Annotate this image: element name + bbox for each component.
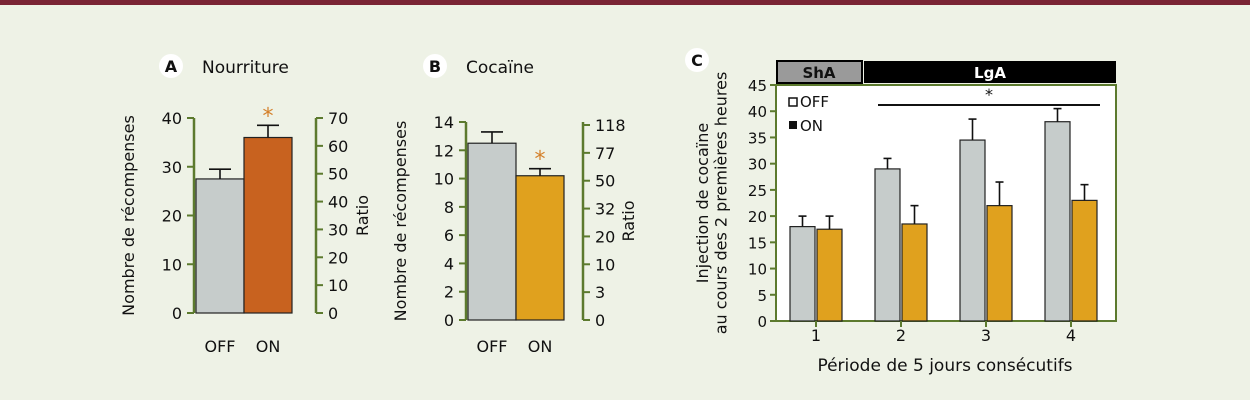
panel-c-x-tick-label-3: 3 <box>981 326 991 345</box>
panel-c-legend-swatch-on <box>789 121 797 129</box>
panel-b-y-tick-label: 8 <box>444 198 454 217</box>
panel-c-bar-off-2 <box>874 168 901 322</box>
panel-b-y2-tick-label: 50 <box>595 172 615 191</box>
panel-c-header-lga-label: LgA <box>974 64 1006 82</box>
panel-c-y-tick-label: 20 <box>748 208 767 226</box>
panel-b-y-tick-label: 10 <box>434 170 454 189</box>
panel-a-y-axis-title: Nombre de récompenses <box>119 115 138 316</box>
panel-a-y2-tick-label: 40 <box>328 193 348 212</box>
panel-a-y2-tick-label: 50 <box>328 165 348 184</box>
panel-a-significance-asterisk: * <box>263 104 274 129</box>
panel-a-x-label-on: ON <box>256 337 281 356</box>
panel-a-y2-axis-title: Ratio <box>353 195 372 236</box>
panel-c-y-tick-label: 15 <box>748 234 767 252</box>
panel-c-y-tick-label: 10 <box>748 261 767 279</box>
panel-a-y2-tick-label: 20 <box>328 248 348 267</box>
top-rule <box>0 0 1250 5</box>
panel-c-bar-off-3 <box>959 139 986 322</box>
panel-c-x-tick-label-1: 1 <box>811 326 821 345</box>
panel-c-y-tick-label: 25 <box>748 182 767 200</box>
panel-c-y-tick-label: 35 <box>748 129 767 147</box>
panel-a-y2-tick-label: 30 <box>328 220 348 239</box>
panel-a-y-tick-label: 10 <box>162 255 182 274</box>
panel-c-bar-on-1 <box>816 228 843 322</box>
panel-c-bar-off-4 <box>1044 121 1071 322</box>
panel-b-y-tick-label: 4 <box>444 254 454 273</box>
panel-a-y-tick-label: 40 <box>162 109 182 128</box>
panel-b-y-tick-label: 12 <box>434 141 454 160</box>
panel-c-x-tick-label-4: 4 <box>1066 326 1076 345</box>
panel-c-y-tick-label: 0 <box>757 313 767 331</box>
panel-b-badge <box>423 54 447 78</box>
panel-b-x-label-off: OFF <box>477 337 508 356</box>
panel-c-y-tick-label: 45 <box>748 77 767 95</box>
panel-c-bar-on-4 <box>1071 199 1098 322</box>
panel-c-header-sha <box>776 60 863 84</box>
panel-c-header-sha-label: ShA <box>802 64 835 82</box>
panel-b-y2-tick-label: 10 <box>595 255 615 274</box>
panel-b-x-label-on: ON <box>528 337 553 356</box>
panel-c-header-lga <box>864 61 1116 83</box>
panel-a-bar-on <box>243 136 293 314</box>
panel-b-bar-on <box>515 175 565 321</box>
panel-b-y-tick-label: 6 <box>444 226 454 245</box>
panel-b-y-tick-label: 0 <box>444 311 454 330</box>
panel-c-bar-on-2 <box>901 223 928 322</box>
panel-b-label: B <box>429 57 441 76</box>
panel-a-title: Nourriture <box>202 58 289 78</box>
panel-c-y-tick-label: 5 <box>757 287 767 305</box>
panel-b-y2-tick-label: 118 <box>595 116 626 135</box>
panel-c-x-axis-title: Période de 5 jours consécutifs <box>817 356 1072 376</box>
panel-a-y2-tick-label: 0 <box>328 304 338 323</box>
panel-c-legend-label-off: OFF <box>800 93 829 111</box>
panel-a-x-label-off: OFF <box>205 337 236 356</box>
panel-b-y-tick-label: 2 <box>444 283 454 302</box>
panel-c-significance-asterisk: * <box>985 85 993 104</box>
panel-c-label: C <box>691 51 703 70</box>
panel-b-y2-tick-label: 32 <box>595 200 615 219</box>
panel-c-bar-on-3 <box>986 205 1013 322</box>
panel-b-y2-axis-title: Ratio <box>619 200 638 241</box>
panel-b-y2-tick-label: 0 <box>595 311 605 330</box>
panel-a-y2-tick-label: 60 <box>328 137 348 156</box>
panel-b-y2-tick-label: 20 <box>595 227 615 246</box>
panel-c-legend-label-on: ON <box>800 117 823 135</box>
panel-c-y-axis-title: Injection de cocaïneau cours des 2 premi… <box>693 72 730 335</box>
panel-a-y-tick-label: 30 <box>162 158 182 177</box>
panel-a-y2-tick-label: 10 <box>328 276 348 295</box>
panel-c-y-tick-label: 40 <box>748 103 767 121</box>
panel-a-y2-tick-label: 70 <box>328 109 348 128</box>
panel-a-bar-off <box>195 178 245 314</box>
panel-b-y2-tick-label: 77 <box>595 144 615 163</box>
panel-c-legend-swatch-off <box>788 97 798 107</box>
panel-b-bar-off <box>467 142 517 321</box>
panel-a-label: A <box>165 57 178 76</box>
panel-b-title: Cocaïne <box>466 58 534 78</box>
panel-b-y2-tick-label: 3 <box>595 283 605 302</box>
panel-a-y-tick-label: 20 <box>162 207 182 226</box>
panel-a-badge <box>159 54 183 78</box>
panel-c-bar-off-1 <box>789 226 816 322</box>
panel-c-y-tick-label: 30 <box>748 156 767 174</box>
panel-b-y-axis-title: Nombre de récompenses <box>391 121 410 322</box>
panel-c-badge <box>685 48 709 72</box>
panel-c-x-tick-label-2: 2 <box>896 326 906 345</box>
panel-a-y-tick-label: 0 <box>172 304 182 323</box>
panel-b-significance-asterisk: * <box>535 148 546 173</box>
panel-b-y-tick-label: 14 <box>434 113 454 132</box>
